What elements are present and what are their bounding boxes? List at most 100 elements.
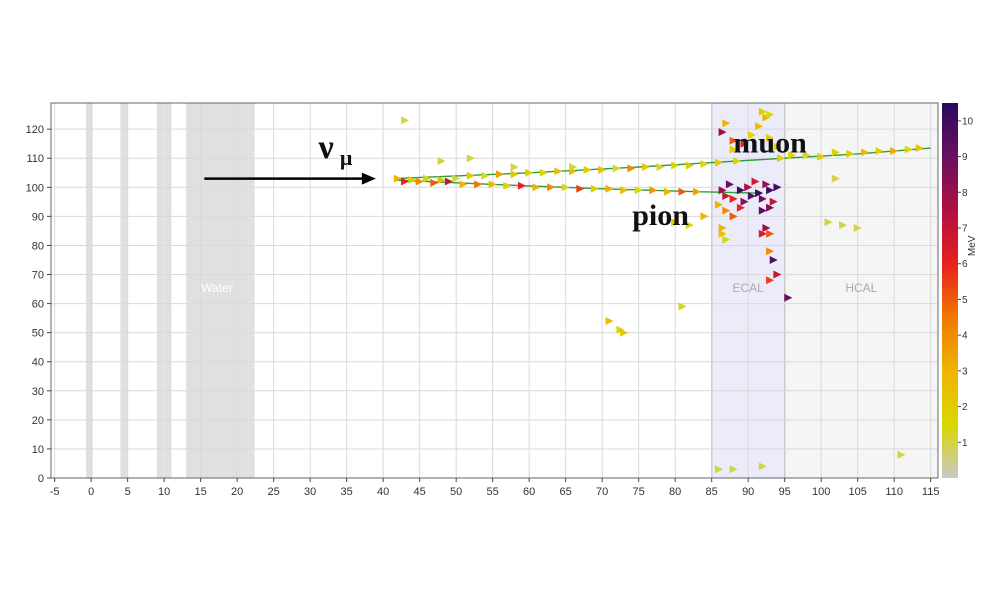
annotation-neutrino-subscript: μ bbox=[340, 145, 353, 170]
hit-marker bbox=[503, 181, 512, 190]
x-tick-label: 75 bbox=[633, 486, 645, 498]
y-tick-label: 0 bbox=[38, 473, 44, 485]
hit-marker bbox=[401, 177, 410, 186]
hit-marker bbox=[423, 174, 431, 183]
region-layer-0 bbox=[86, 103, 93, 478]
hit-marker bbox=[758, 194, 767, 203]
x-tick-label: 35 bbox=[341, 486, 353, 498]
hit-marker bbox=[736, 203, 745, 212]
hit-marker bbox=[755, 189, 764, 198]
hit-marker bbox=[517, 181, 526, 190]
x-tick-label: 20 bbox=[231, 486, 243, 498]
hit-marker bbox=[766, 247, 775, 256]
hit-marker bbox=[766, 229, 775, 238]
hit-marker bbox=[758, 229, 767, 238]
colorbar-tick-label: 7 bbox=[962, 224, 968, 235]
y-tick-label: 120 bbox=[26, 124, 44, 136]
x-tick-label: 10 bbox=[158, 486, 170, 498]
x-tick-label: 65 bbox=[560, 486, 572, 498]
x-axis-ticks: -5 0 5 10 15 20 25 30 35 40 45 50 55 60 65 70 75 80 85 90 95… bbox=[50, 478, 939, 498]
hit-marker bbox=[393, 174, 402, 183]
y-tick-label: 50 bbox=[32, 328, 44, 340]
hit-marker bbox=[605, 317, 614, 325]
hit-marker bbox=[729, 136, 738, 145]
hit-marker bbox=[729, 145, 738, 154]
x-tick-label: 25 bbox=[268, 486, 280, 498]
hit-marker bbox=[747, 192, 756, 200]
colorbar-scale bbox=[942, 103, 958, 478]
y-tick-label: 40 bbox=[32, 357, 44, 369]
hit-marker bbox=[649, 186, 658, 195]
hit-marker bbox=[678, 302, 687, 311]
region-label-hcal: HCAL bbox=[845, 281, 877, 295]
hit-marker bbox=[408, 176, 417, 184]
hit-marker bbox=[766, 133, 775, 142]
hit-marker bbox=[685, 161, 694, 170]
region-layer-6 bbox=[248, 103, 255, 478]
hit-marker bbox=[769, 256, 778, 264]
hit-marker bbox=[766, 276, 775, 285]
y-tick-label: 10 bbox=[32, 444, 44, 456]
hit-marker bbox=[715, 465, 723, 474]
hit-marker bbox=[634, 186, 643, 195]
hit-marker bbox=[488, 180, 497, 189]
hit-marker bbox=[437, 176, 446, 184]
hit-marker bbox=[700, 160, 709, 168]
y-tick-label: 20 bbox=[32, 415, 44, 427]
hit-marker bbox=[510, 163, 519, 171]
x-tick-label: 5 bbox=[125, 486, 131, 498]
hit-marker bbox=[671, 218, 680, 227]
annotation-neutrino-symbol: ν bbox=[317, 129, 333, 166]
neutrino-arrow-head bbox=[361, 172, 376, 185]
hit-marker bbox=[802, 151, 811, 160]
annotation-muon: muon bbox=[733, 126, 807, 159]
colorbar-tick-label: 5 bbox=[962, 295, 968, 306]
hit-marker bbox=[401, 116, 410, 125]
hit-marker bbox=[547, 183, 556, 192]
x-tick-label: 105 bbox=[849, 486, 867, 498]
particle-annotations: muon pion ν μ bbox=[204, 126, 807, 232]
hit-marker bbox=[788, 151, 796, 160]
hit-marker bbox=[561, 183, 570, 192]
hit-marker bbox=[678, 187, 687, 196]
hit-marker bbox=[740, 139, 749, 148]
annotation-pion: pion bbox=[632, 199, 689, 232]
hit-marker bbox=[758, 107, 767, 116]
hit-marker bbox=[598, 165, 607, 174]
x-tick-label: 110 bbox=[885, 486, 903, 498]
hit-marker bbox=[722, 206, 731, 215]
hit-marker bbox=[722, 192, 731, 200]
hit-marker bbox=[773, 270, 782, 279]
hit-marker bbox=[685, 221, 694, 230]
colorbar-label: MeV bbox=[967, 235, 978, 256]
hit-marker bbox=[627, 164, 636, 173]
hit-marker bbox=[718, 229, 727, 238]
y-tick-label: 30 bbox=[32, 386, 44, 398]
region-layer-1 bbox=[120, 103, 128, 478]
region-water bbox=[186, 103, 249, 478]
hit-marker bbox=[890, 147, 899, 155]
hit-marker bbox=[831, 148, 840, 157]
hit-marker bbox=[915, 144, 924, 153]
plot-frame bbox=[50, 102, 939, 479]
hit-marker bbox=[758, 462, 767, 471]
hit-marker bbox=[437, 157, 446, 166]
hit-markers bbox=[393, 107, 924, 474]
hit-marker bbox=[539, 168, 548, 177]
hit-marker bbox=[474, 180, 483, 189]
hit-marker bbox=[569, 163, 577, 171]
y-tick-label: 80 bbox=[32, 240, 44, 252]
hit-marker bbox=[861, 148, 869, 157]
hit-marker bbox=[839, 221, 848, 230]
x-tick-label: 95 bbox=[779, 486, 791, 498]
colorbar-tick-label: 6 bbox=[962, 259, 968, 270]
colorbar-tick-label: 10 bbox=[962, 116, 974, 127]
hit-marker bbox=[740, 197, 749, 206]
region-layer-3 bbox=[164, 103, 172, 478]
hit-marker bbox=[773, 142, 782, 151]
region-layer-2 bbox=[156, 103, 164, 478]
hit-marker bbox=[831, 174, 840, 183]
hit-marker bbox=[766, 203, 775, 212]
axes bbox=[50, 102, 939, 479]
